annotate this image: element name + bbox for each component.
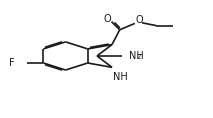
Text: O: O — [135, 15, 143, 25]
Text: F: F — [9, 58, 15, 68]
Text: 2: 2 — [136, 54, 141, 60]
Text: NH: NH — [129, 51, 144, 61]
Text: NH: NH — [113, 72, 128, 82]
Text: O: O — [103, 14, 111, 24]
